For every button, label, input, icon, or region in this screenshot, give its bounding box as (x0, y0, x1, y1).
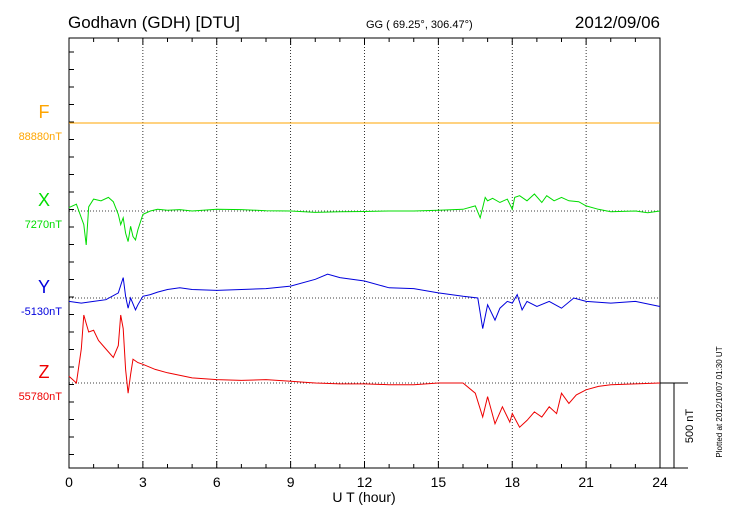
x-tick-label: 6 (213, 474, 221, 490)
series-z-baseline-label: 55780nT (19, 391, 63, 403)
series-y-baseline-label: -5130nT (21, 306, 62, 318)
x-axis-label: U T (hour) (332, 489, 395, 505)
series-f-name: F (39, 102, 50, 122)
x-tick-label: 24 (652, 474, 668, 490)
scale-bar: 500 nT (660, 382, 696, 469)
series-lines (68, 122, 661, 429)
series-x-line (68, 193, 661, 246)
station-title: Godhavn (GDH) [DTU] (68, 13, 240, 32)
x-tick-label: 3 (139, 474, 147, 490)
x-tick-label: 12 (357, 474, 373, 490)
series-x-name: X (38, 190, 50, 210)
x-tick-label: 21 (578, 474, 594, 490)
x-tick-label: 9 (287, 474, 295, 490)
series-y-name: Y (38, 277, 50, 297)
series-z-line (68, 314, 661, 429)
station-coords: GG ( 69.25°, 306.47°) (366, 19, 473, 31)
plot-frame (68, 37, 661, 469)
series-z-name: Z (39, 362, 50, 382)
x-tick-label: 18 (504, 474, 520, 490)
series-labels: F 88880nT X 7270nT Y -5130nT Z 55780nT (19, 102, 63, 403)
plotted-timestamp: Plotted at 2012/10/07 01:30 UT (715, 346, 724, 457)
series-y-line (68, 273, 661, 329)
series-x-baseline-label: 7270nT (25, 219, 63, 231)
x-axis-tick-labels: 0 3 6 9 12 15 18 21 24 (65, 474, 668, 490)
grid-lines (142, 38, 587, 468)
series-f-baseline-label: 88880nT (19, 131, 63, 143)
x-tick-label: 15 (431, 474, 447, 490)
plot-date: 2012/09/06 (575, 13, 660, 32)
x-axis-ticks (68, 38, 661, 468)
x-tick-label: 0 (65, 474, 73, 490)
scale-bar-label: 500 nT (684, 409, 696, 444)
